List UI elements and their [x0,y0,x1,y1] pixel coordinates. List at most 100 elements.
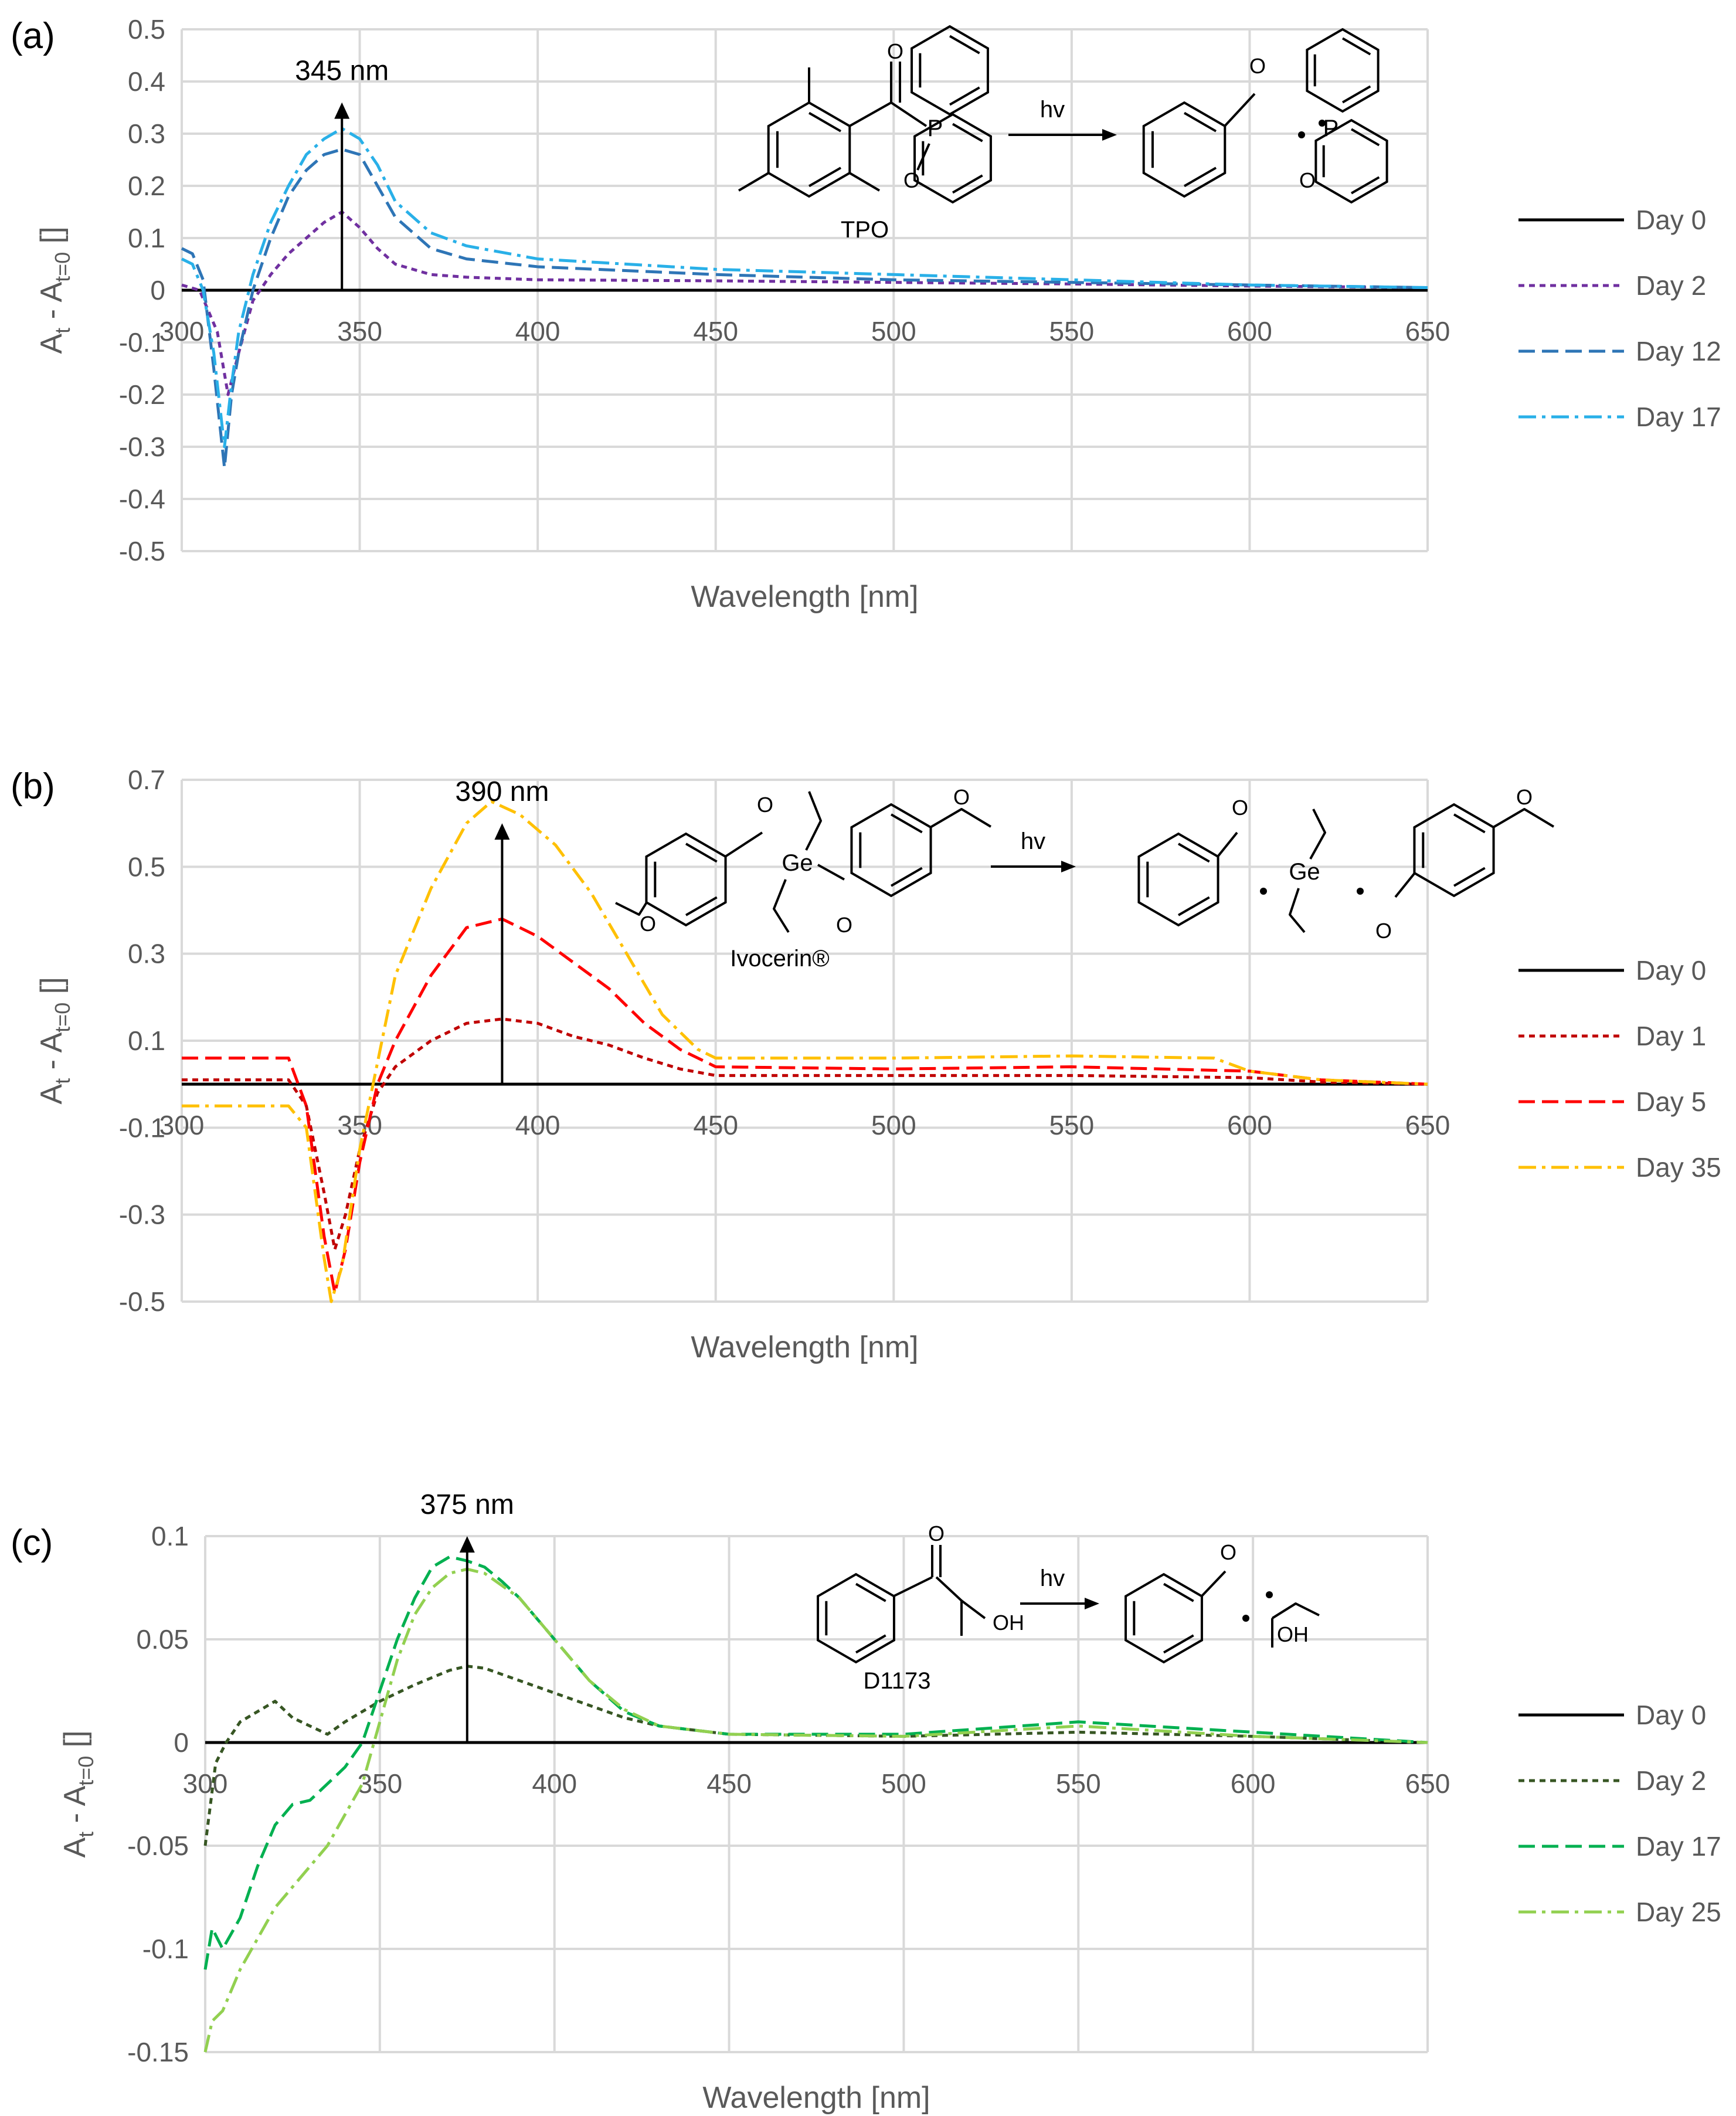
annotation-label: 375 nm [420,1489,514,1520]
legend-entry: Day 1 [1636,1021,1706,1051]
y-axis-label-part: [] [35,226,69,252]
legend-entry: Day 5 [1636,1086,1706,1117]
ring-double-bond [1184,111,1217,133]
series-line-day-5 [182,917,1428,1295]
legend-entry: Day 25 [1636,1897,1721,1927]
atom-label: O [953,785,970,809]
legend-entry: Day 2 [1636,270,1706,301]
y-tick-label: -0.5 [119,1286,165,1317]
ring-bond [911,25,989,116]
ring-bond [645,832,727,927]
x-tick-label: 650 [1405,1110,1450,1140]
x-tick-label: 300 [159,1110,205,1140]
y-axis-label-part: [] [58,1730,92,1755]
ring-bond [1413,803,1495,898]
bond [960,1599,986,1619]
y-tick-label: 0.7 [128,765,165,795]
methoxy-bond [929,808,992,828]
x-tick-label: 300 [183,1768,228,1799]
y-tick-label: -0.3 [119,432,165,462]
x-axis-label: Wavelength [nm] [702,2081,930,2115]
atom-label: O [903,168,920,192]
series-line-day-17 [203,1555,1428,1970]
atom-label: OH [993,1611,1024,1635]
legend-entry: Day 0 [1636,1700,1706,1730]
y-tick-label: 0.1 [151,1521,189,1551]
ring-bond [850,803,932,898]
y-tick-label: -0.3 [119,1200,165,1230]
x-tick-label: 500 [881,1768,926,1799]
ring-double-bond [685,896,718,916]
ring-bond [913,113,992,204]
legend-entry: Day 35 [1636,1152,1721,1183]
x-tick-label: 300 [159,316,205,347]
bond [894,1576,933,1597]
bond [1271,1602,1320,1619]
ring-double-bond [808,111,842,133]
y-tick-label: -0.5 [119,536,165,566]
y-axis-label-part: - A [35,1032,69,1078]
ethyl-bond [1289,888,1306,933]
atom-label: O [1232,796,1248,820]
phenyl-ring-icon [817,1572,895,1664]
methoxy-bond [615,901,648,916]
ring-double-bond [891,867,923,887]
atom-label: O [1220,1540,1236,1564]
ring-double-bond [808,167,842,188]
annotation-arrow-head [494,823,510,840]
arrow-label: hv [1021,828,1045,854]
x-tick-label: 600 [1227,316,1272,347]
y-axis-label-part: t [74,1832,98,1838]
bond [724,831,763,858]
ring-double-bond [952,123,983,142]
y-axis-label-part: t [50,328,74,334]
y-tick-label: -0.1 [119,1112,165,1143]
series-line-day-35 [182,800,1428,1303]
legend-entry: Day 17 [1636,402,1721,432]
arrow-label: hv [1040,97,1065,123]
y-axis-label: At - At=0 [] [58,1730,98,1857]
x-tick-label: 550 [1049,1110,1094,1140]
atom-label: Ge [1289,859,1320,885]
ring-double-bond [1453,867,1486,887]
ring-double-bond [1341,37,1371,56]
series-line-day-17 [181,127,1428,449]
panel-label: (b) [11,766,55,807]
phenyl-ring-icon [911,25,989,116]
chart-panel-c: (c) -0.15 -0.1 -0.05 0 0.05 0.1 300 350 400 450 500… [11,1489,1721,2115]
reactant-name: TPO [841,217,889,243]
y-tick-label: -0.05 [127,1830,189,1861]
panel-label: (a) [11,16,55,56]
anisyl-ring-icon [1137,832,1219,927]
reaction-scheme: O OH D1173 hv O OH [817,1521,1320,1694]
bond [1394,872,1416,898]
y-axis-label: At - At=0 [] [35,226,74,354]
annotation-arrow-head [459,1536,475,1553]
ring-bond [1142,101,1227,198]
x-tick-label: 650 [1405,316,1450,347]
legend-entry: Day 0 [1636,205,1706,235]
methyl-bond [848,172,881,192]
reaction-arrow-head [1061,861,1076,872]
ring-bond [1137,832,1219,927]
radical-dot [1319,120,1326,127]
y-axis-label-part: t=0 [50,252,74,282]
x-tick-label: 350 [357,1768,402,1799]
radical-dot [1260,888,1267,895]
bond [935,1576,963,1636]
y-tick-label: -0.2 [119,379,165,410]
x-tick-label: 450 [693,316,738,347]
x-tick-label: 450 [693,1110,738,1140]
mesityl-ring-icon [767,101,851,198]
chart-panel-b: (b) -0.5 -0.3 -0.1 0.1 0.3 0.5 0.7 300 350 400 450 5… [11,765,1721,1364]
series-line-day-1 [182,1017,1428,1251]
annotation-arrow-head [334,102,350,119]
ring-double-bond [1350,128,1380,147]
y-axis-label-part: A [35,1084,69,1105]
panel-label: (c) [11,1523,53,1563]
ring-double-bond [855,1634,886,1654]
y-axis-label-part: - A [58,1786,92,1832]
y-axis-label-part: A [58,1838,92,1858]
atom-label: O [640,912,656,936]
